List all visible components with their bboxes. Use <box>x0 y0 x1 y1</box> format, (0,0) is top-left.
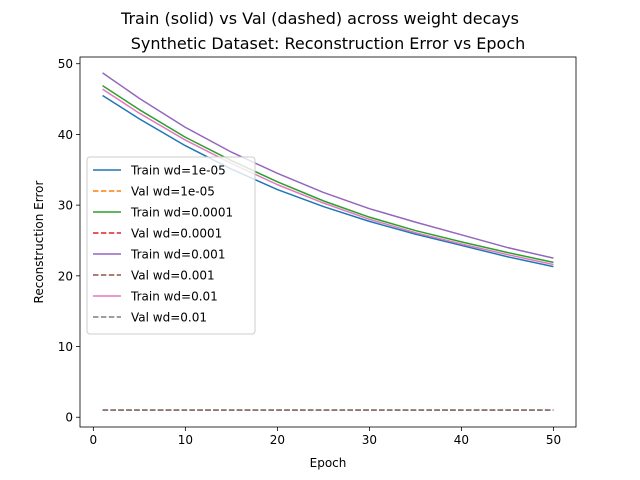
axes-layer: 0 10 20 30 40 50 0 10 20 30 40 50 <box>58 56 577 447</box>
series-layer <box>102 72 554 411</box>
x-tick-label: 20 <box>270 433 285 447</box>
legend-box <box>86 156 256 335</box>
legend-label-train-wd-0-0001: Train wd=0.0001 <box>130 206 233 220</box>
y-tick-label: 0 <box>65 411 73 425</box>
series-line-train-wd-1e-05 <box>102 94 554 268</box>
series-line-train-wd-0-0001 <box>102 85 554 264</box>
y-tick-label: 30 <box>58 199 73 213</box>
x-tick-label: 50 <box>546 433 561 447</box>
series-line-train-wd-0-01 <box>102 88 554 266</box>
legend-label-val-wd-0-0001: Val wd=0.0001 <box>131 227 222 241</box>
y-tick-label: 10 <box>58 340 73 354</box>
series-line-train-wd-0-001 <box>102 72 554 259</box>
axes-frame <box>79 56 577 428</box>
legend-label-train-wd-1e-05: Train wd=1e-05 <box>130 164 226 178</box>
legend-label-val-wd-0-001: Val wd=0.001 <box>131 269 215 283</box>
x-tick-label: 10 <box>178 433 193 447</box>
x-tick-label: 30 <box>362 433 377 447</box>
y-axis-label: Reconstruction Error <box>32 181 46 304</box>
legend-label-train-wd-0-01: Train wd=0.01 <box>130 290 218 304</box>
legend-label-train-wd-0-001: Train wd=0.001 <box>130 248 225 262</box>
chart-title: Synthetic Dataset: Reconstruction Error … <box>131 34 526 53</box>
y-tick-label: 20 <box>58 269 73 283</box>
x-tick-label: 0 <box>90 433 98 447</box>
figure-suptitle: Train (solid) vs Val (dashed) across wei… <box>120 9 519 28</box>
y-tick-label: 50 <box>58 57 73 71</box>
legend-label-val-wd-0-01: Val wd=0.01 <box>131 311 207 325</box>
legend-label-val-wd-1e-05: Val wd=1e-05 <box>131 185 215 199</box>
x-tick-label: 40 <box>454 433 469 447</box>
legend: Train wd=1e-05 Val wd=1e-05 Train wd=0.000… <box>86 156 256 335</box>
y-tick-label: 40 <box>58 128 73 142</box>
x-axis-label: Epoch <box>310 456 347 470</box>
